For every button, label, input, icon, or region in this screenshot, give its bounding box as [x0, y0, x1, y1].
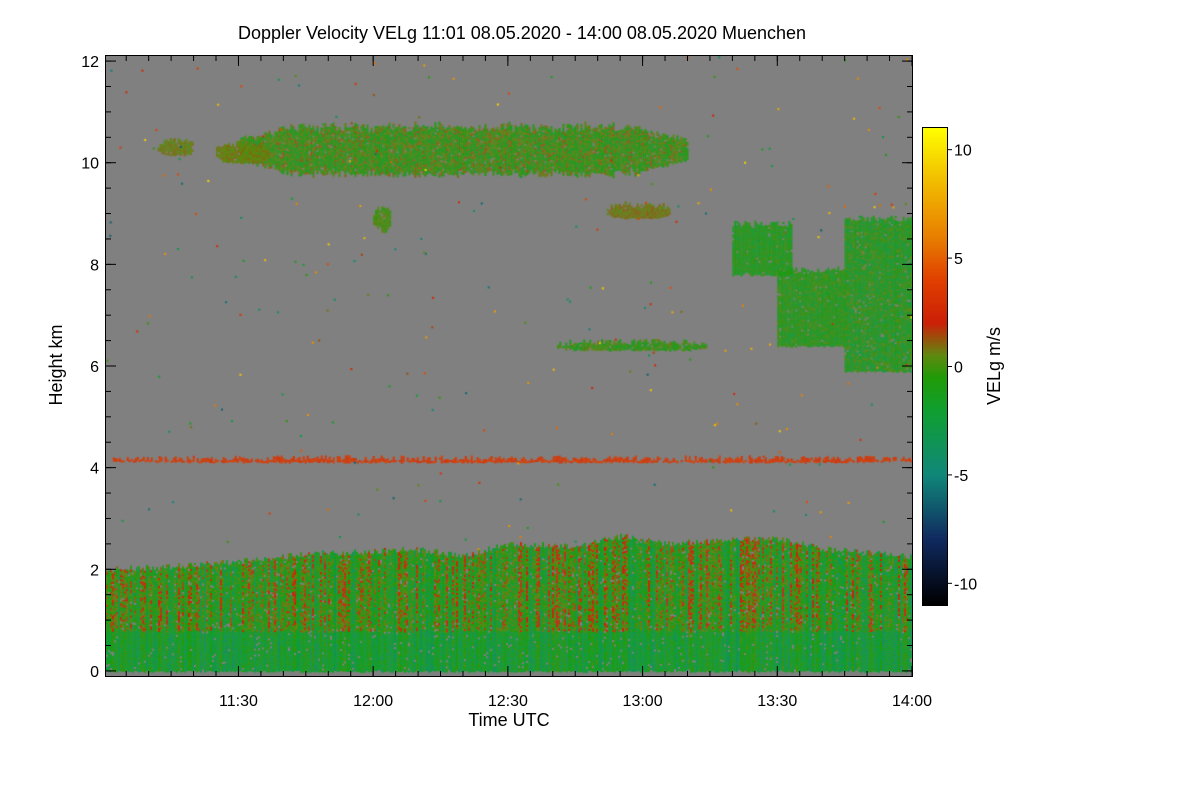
y-tick-label: 12 [81, 54, 99, 71]
plot-frame [105, 55, 913, 677]
colorbar-ticks: 10 5 0 -5 -10 [947, 143, 977, 593]
x-tick-label: 13:30 [757, 693, 797, 710]
colorbar-tick-label: 5 [954, 251, 963, 268]
colorbar-label: VELg m/s [984, 327, 1004, 405]
plot-area [106, 56, 912, 676]
colorbar-tick-label: -10 [954, 576, 977, 593]
y-tick-label: 2 [90, 562, 99, 579]
velocity-heatmap [106, 56, 912, 676]
colorbar-tick-label: -5 [954, 468, 968, 485]
colorbar-tick-label: 10 [954, 143, 972, 160]
x-tick-label: 14:00 [892, 693, 932, 710]
colorbar [923, 128, 947, 605]
colorbar-gradient [923, 128, 947, 605]
y-tick-label: 6 [90, 359, 99, 376]
x-axis-label: Time UTC [468, 710, 549, 730]
x-tick-label: 13:00 [623, 693, 663, 710]
x-tick-label: 11:30 [219, 693, 258, 710]
x-axis: 11:30 12:00 12:30 13:00 13:30 14:00 [125, 56, 932, 710]
y-tick-label: 0 [90, 664, 99, 681]
y-tick-label: 4 [90, 461, 99, 478]
colorbar-tick-label: 0 [954, 360, 963, 377]
chart-title: Doppler Velocity VELg 11:01 08.05.2020 -… [238, 23, 806, 43]
x-tick-label: 12:00 [353, 693, 393, 710]
y-axis-label: Height km [46, 324, 66, 405]
y-tick-label: 10 [81, 156, 99, 173]
y-tick-label: 8 [90, 257, 99, 274]
x-tick-label: 12:30 [488, 693, 528, 710]
y-axis: 0 2 4 6 8 10 12 [81, 54, 912, 681]
